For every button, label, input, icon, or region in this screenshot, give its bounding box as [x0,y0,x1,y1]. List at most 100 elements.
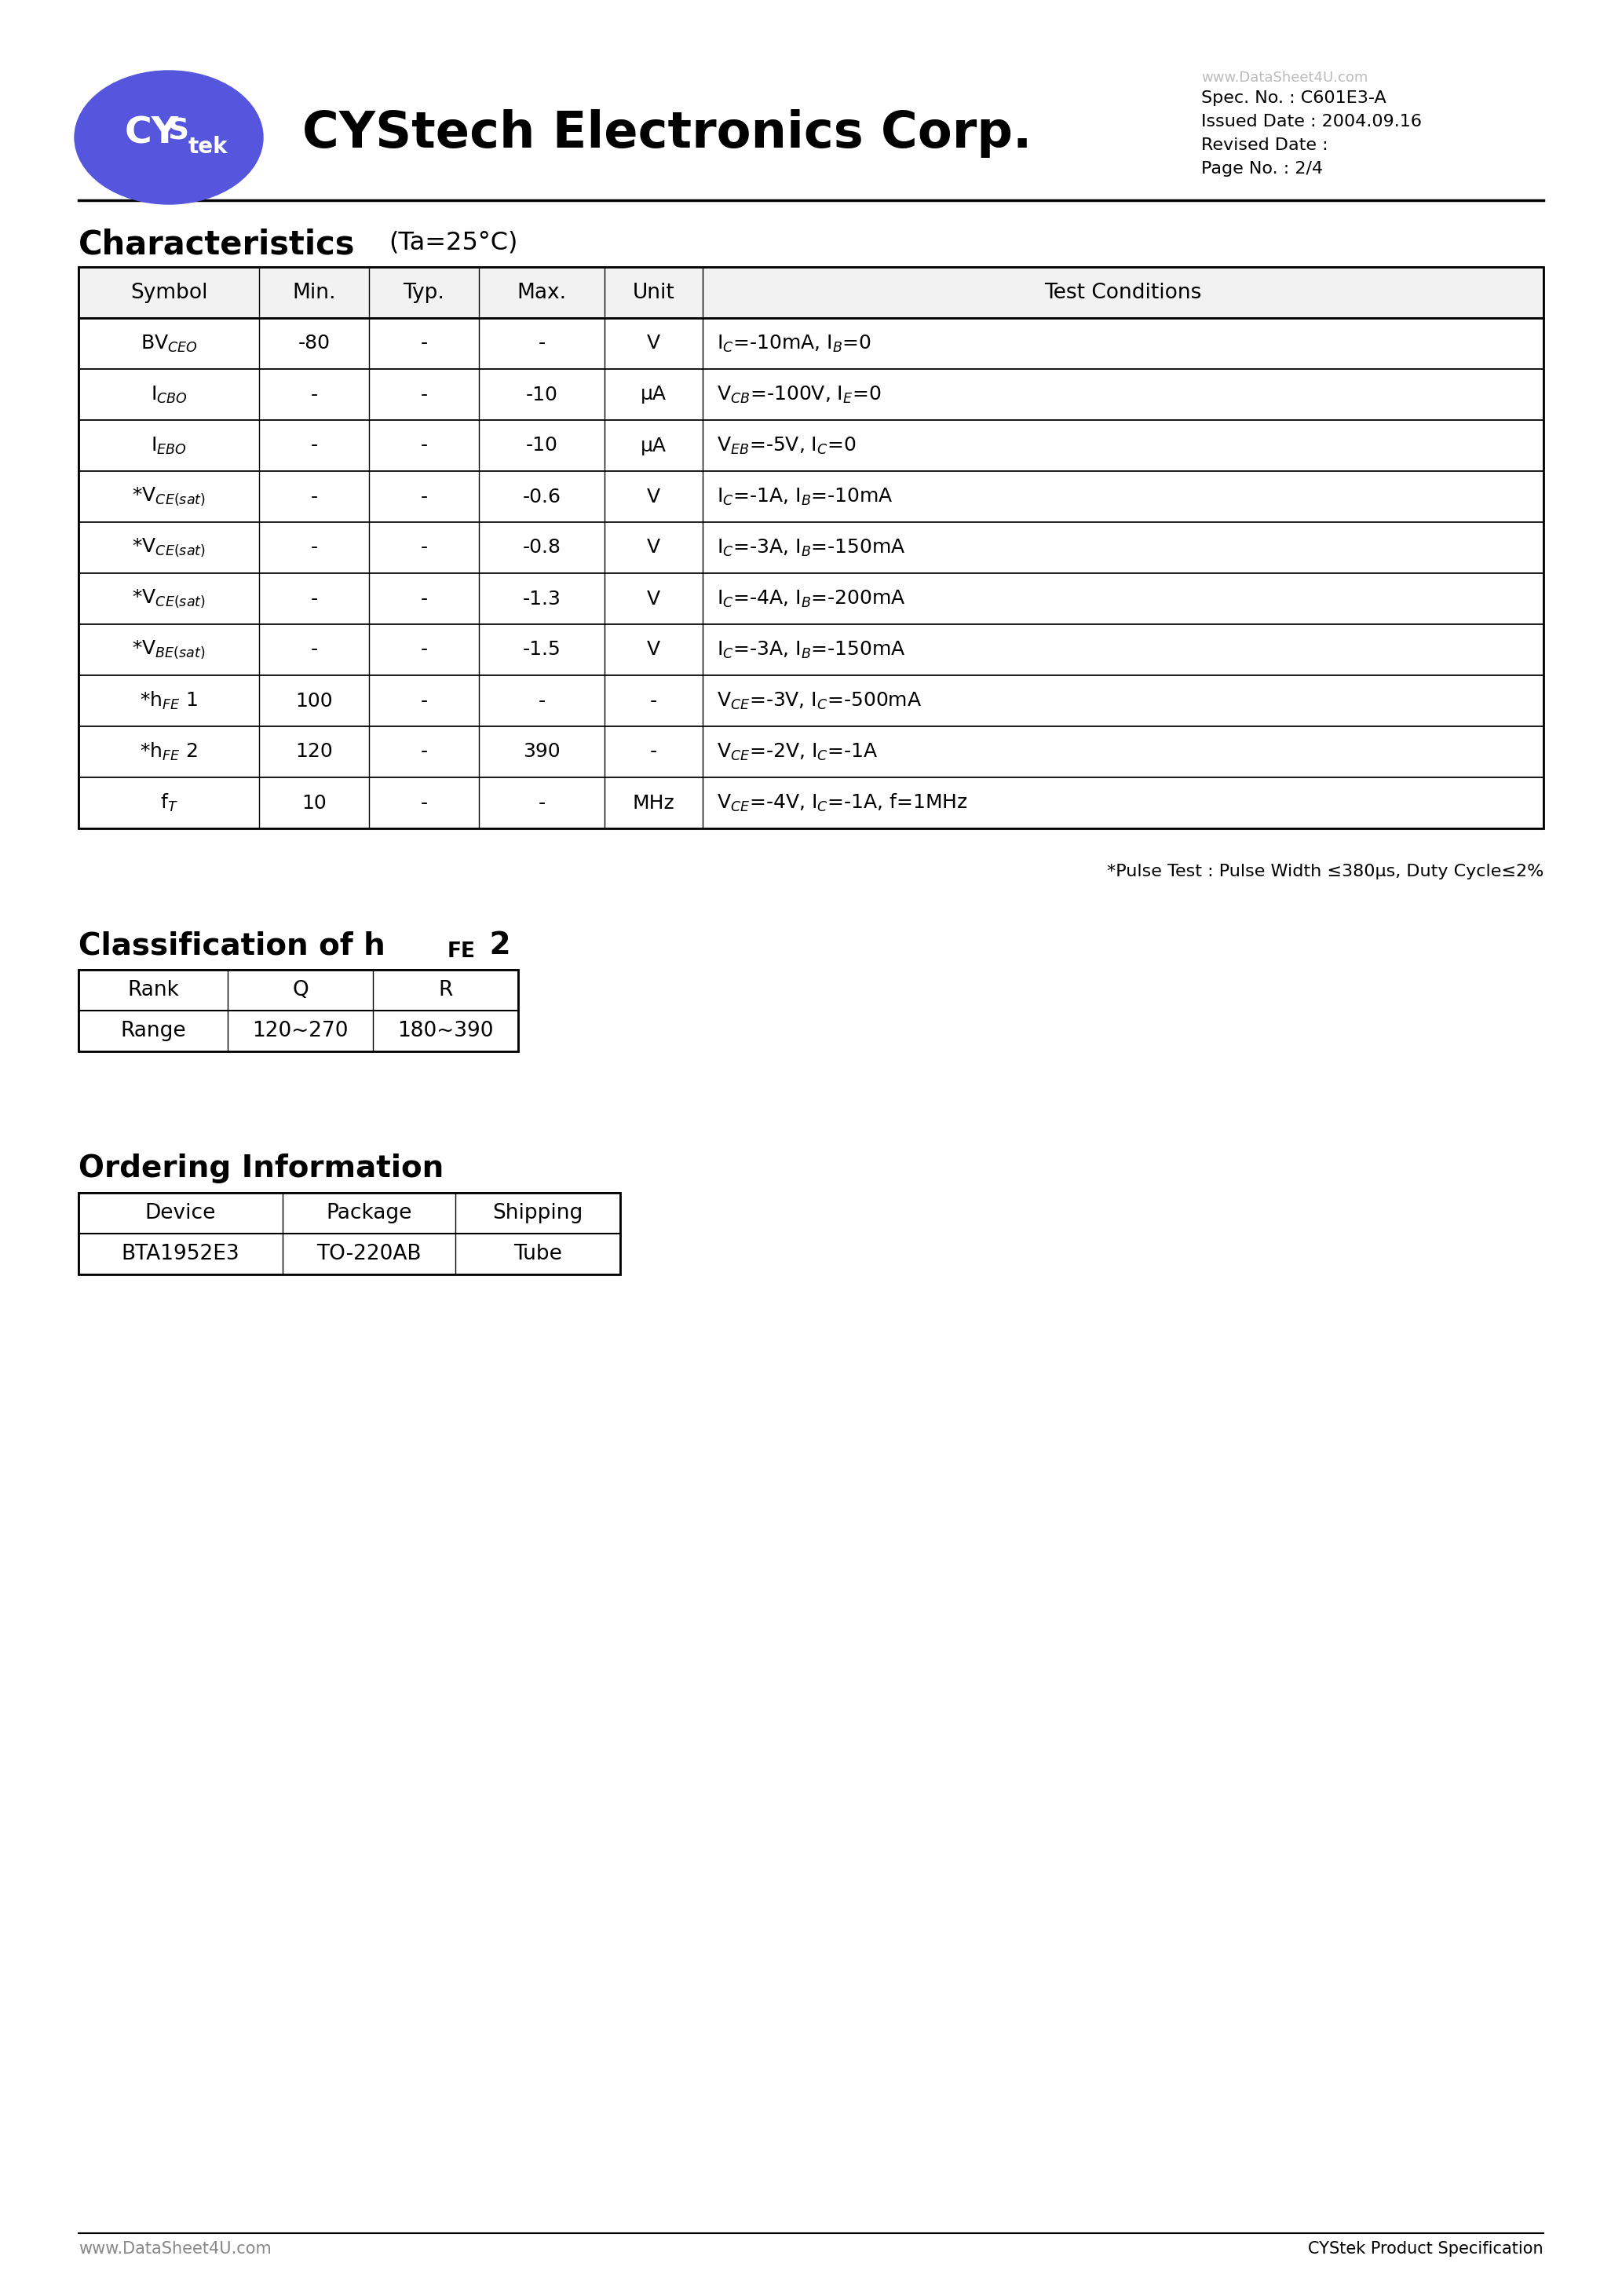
Text: Shipping: Shipping [493,1203,582,1224]
Text: -: - [650,742,657,762]
Text: V: V [647,641,660,659]
Text: V$_{EB}$=-5V, I$_C$=0: V$_{EB}$=-5V, I$_C$=0 [717,436,856,457]
Bar [78,1233,620,1274]
Text: Package: Package [326,1203,412,1224]
Bar [78,778,1544,829]
Text: *V$_{CE(sat)}$: *V$_{CE(sat)}$ [131,588,206,608]
Text: Revised Date :: Revised Date : [1202,138,1328,154]
Text: I$_{CBO}$: I$_{CBO}$ [151,383,187,404]
Text: Spec. No. : C601E3-A: Spec. No. : C601E3-A [1202,90,1387,106]
Bar [78,1192,620,1233]
Text: 390: 390 [522,742,561,762]
Bar [78,1010,517,1052]
Text: -: - [420,537,428,558]
Text: 180~390: 180~390 [397,1022,493,1040]
Text: -: - [310,436,318,455]
Text: Max.: Max. [517,282,566,303]
Text: 120: 120 [295,742,333,762]
Text: BV$_{CEO}$: BV$_{CEO}$ [139,333,198,354]
Text: Typ.: Typ. [404,282,444,303]
Text: -: - [310,386,318,404]
Text: V: V [647,487,660,505]
Text: -: - [310,590,318,608]
Text: -0.6: -0.6 [522,487,561,505]
Text: Ordering Information: Ordering Information [78,1153,444,1182]
Text: *V$_{BE(sat)}$: *V$_{BE(sat)}$ [131,638,206,661]
Text: f$_T$: f$_T$ [161,792,178,813]
Text: -: - [310,537,318,558]
Bar [78,370,1544,420]
Text: -: - [420,742,428,762]
Text: 2: 2 [478,930,511,960]
Bar [78,420,1544,471]
Text: -: - [420,794,428,813]
Bar [78,675,1544,726]
Text: -: - [310,641,318,659]
Text: -0.8: -0.8 [522,537,561,558]
Text: -: - [420,436,428,455]
Text: -10: -10 [526,386,558,404]
Text: *Pulse Test : Pulse Width ≤380μs, Duty Cycle≤2%: *Pulse Test : Pulse Width ≤380μs, Duty C… [1106,863,1544,879]
Text: -1.3: -1.3 [522,590,561,608]
Text: -80: -80 [298,335,331,354]
Text: V: V [647,335,660,354]
Text: -: - [420,386,428,404]
Text: (Ta=25°C): (Ta=25°C) [389,232,517,255]
Text: Q: Q [292,980,308,1001]
Text: MHz: MHz [633,794,675,813]
Text: -: - [420,691,428,709]
Text: BTA1952E3: BTA1952E3 [122,1244,240,1265]
Text: 100: 100 [295,691,333,709]
Text: -: - [420,590,428,608]
Bar [78,266,1544,829]
Text: *h$_{FE}$ 2: *h$_{FE}$ 2 [139,742,198,762]
Text: Symbol: Symbol [130,282,208,303]
Text: μA: μA [641,386,667,404]
Text: V$_{CB}$=-100V, I$_E$=0: V$_{CB}$=-100V, I$_E$=0 [717,383,881,404]
Text: -1.5: -1.5 [522,641,561,659]
Text: Classification of h: Classification of h [78,930,386,960]
Text: V$_{CE}$=-4V, I$_C$=-1A, f=1MHz: V$_{CE}$=-4V, I$_C$=-1A, f=1MHz [717,792,968,813]
Bar [78,1192,620,1274]
Text: Range: Range [120,1022,187,1040]
Text: -: - [310,487,318,505]
Ellipse shape [75,71,263,204]
Bar [78,726,1544,778]
Text: -10: -10 [526,436,558,455]
Text: I$_C$=-4A, I$_B$=-200mA: I$_C$=-4A, I$_B$=-200mA [717,588,905,608]
Text: tek: tek [188,135,229,158]
Text: R: R [438,980,453,1001]
Text: *V$_{CE(sat)}$: *V$_{CE(sat)}$ [131,487,206,507]
Text: Device: Device [144,1203,216,1224]
Text: Tube: Tube [514,1244,563,1265]
Text: -: - [420,641,428,659]
Text: V: V [647,537,660,558]
Bar [78,266,1544,319]
Text: V$_{CE}$=-3V, I$_C$=-500mA: V$_{CE}$=-3V, I$_C$=-500mA [717,691,921,712]
Text: FE: FE [448,941,475,962]
Text: Test Conditions: Test Conditions [1045,282,1202,303]
Text: Page No. : 2/4: Page No. : 2/4 [1202,161,1324,177]
Text: -: - [420,335,428,354]
Text: www.DataSheet4U.com: www.DataSheet4U.com [1202,71,1367,85]
Text: -: - [420,487,428,505]
Text: I$_{EBO}$: I$_{EBO}$ [151,436,187,457]
Text: -: - [539,335,545,354]
Text: Issued Date : 2004.09.16: Issued Date : 2004.09.16 [1202,115,1422,129]
Bar [78,471,1544,521]
Text: CY: CY [125,115,178,152]
Text: -: - [539,691,545,709]
Text: I$_C$=-3A, I$_B$=-150mA: I$_C$=-3A, I$_B$=-150mA [717,641,905,659]
Text: www.DataSheet4U.com: www.DataSheet4U.com [78,2241,271,2257]
Text: I$_C$=-10mA, I$_B$=0: I$_C$=-10mA, I$_B$=0 [717,333,871,354]
Bar [78,521,1544,574]
Text: Characteristics: Characteristics [78,227,355,262]
Text: CYStek Product Specification: CYStek Product Specification [1309,2241,1544,2257]
Bar [78,319,1544,370]
Bar [78,625,1544,675]
Text: μA: μA [641,436,667,455]
Bar [78,969,517,1052]
Text: CYStech Electronics Corp.: CYStech Electronics Corp. [302,110,1032,158]
Text: *h$_{FE}$ 1: *h$_{FE}$ 1 [139,691,198,712]
Text: Rank: Rank [127,980,178,1001]
